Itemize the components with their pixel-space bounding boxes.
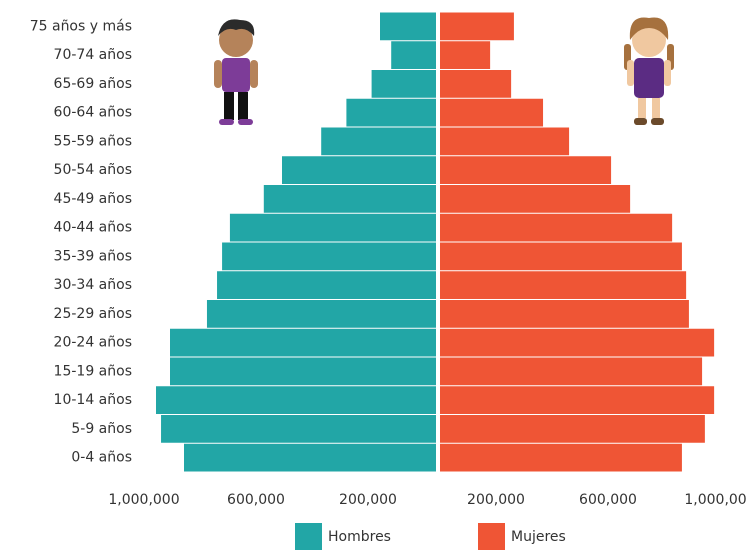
bar — [346, 98, 436, 127]
bar — [282, 156, 436, 184]
bar — [161, 415, 437, 443]
legend-swatch — [478, 523, 505, 550]
y-tick-label: 15-19 años — [54, 363, 132, 379]
bar — [440, 357, 703, 386]
y-tick-label: 50-54 años — [54, 162, 132, 178]
legend-swatch — [295, 523, 322, 550]
legend-label: Hombres — [328, 529, 391, 545]
x-tick-label: 600,000 — [227, 492, 285, 508]
bar — [440, 185, 631, 213]
y-tick-label: 45-49 años — [54, 191, 132, 207]
bar — [440, 386, 715, 414]
bar — [440, 12, 514, 41]
girl-icon — [624, 17, 674, 125]
bar — [440, 415, 705, 443]
bar — [440, 271, 687, 299]
bar — [380, 12, 436, 41]
y-tick-label: 35-39 años — [54, 248, 132, 264]
y-tick-label: 5-9 años — [71, 421, 132, 437]
y-tick-label: 70-74 años — [54, 47, 132, 63]
bar — [321, 127, 436, 156]
bar — [170, 328, 436, 357]
x-tick-label: 1,000,000 — [108, 492, 179, 508]
y-tick-label: 75 años y más — [30, 18, 132, 34]
bar — [440, 242, 682, 271]
bar — [440, 98, 544, 127]
x-tick-label: 600,000 — [579, 492, 637, 508]
bar — [440, 443, 682, 472]
y-tick-label: 0-4 años — [71, 450, 132, 466]
y-tick-label: 60-64 años — [54, 105, 132, 121]
x-tick-label: 1,000,000 — [684, 492, 746, 508]
bar — [440, 328, 715, 357]
bar — [440, 213, 673, 242]
bar — [229, 213, 436, 242]
bar — [222, 242, 436, 271]
bar — [371, 70, 436, 98]
y-tick-label: 10-14 años — [54, 392, 132, 408]
legend-label: Mujeres — [511, 529, 566, 545]
boy-icon — [214, 19, 258, 125]
bar — [263, 185, 436, 213]
bar — [440, 156, 612, 184]
x-tick-label: 200,000 — [339, 492, 397, 508]
y-tick-label: 65-69 años — [54, 76, 132, 92]
bar — [440, 300, 689, 328]
bar — [206, 300, 436, 328]
y-tick-label: 30-34 años — [54, 277, 132, 293]
bar — [156, 386, 436, 414]
x-tick-label: 200,000 — [467, 492, 525, 508]
y-tick-label: 55-59 años — [54, 133, 132, 149]
bar — [184, 443, 436, 472]
y-tick-label: 25-29 años — [54, 306, 132, 322]
bar — [217, 271, 436, 299]
bar — [440, 70, 512, 98]
y-tick-label: 20-24 años — [54, 335, 132, 351]
bar — [391, 41, 436, 69]
bar — [170, 357, 436, 386]
bar — [440, 127, 570, 156]
bar — [440, 41, 491, 69]
y-tick-label: 40-44 años — [54, 220, 132, 236]
